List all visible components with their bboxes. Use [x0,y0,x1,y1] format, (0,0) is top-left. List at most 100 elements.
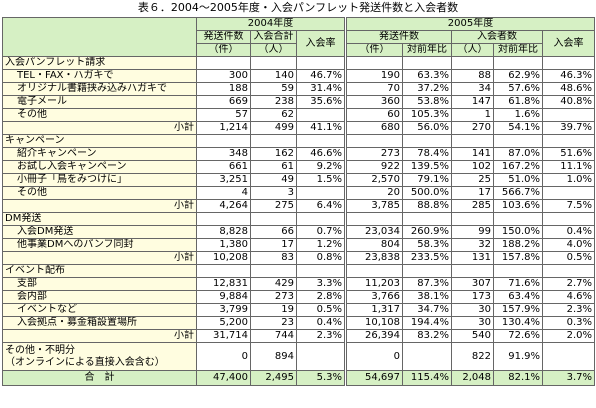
other-rate-2004 [296,342,346,371]
subtotal-label: 小計 [2,329,197,343]
cell-members-2005: 17 [451,186,494,200]
cell-members-yoy-2005: 167.2% [493,160,543,174]
cell-sent-2004: 3,799 [196,303,251,317]
subtotal-sent-2005: 680 [344,121,403,135]
table-title: 表６．2004～2005年度・入会パンフレット発送件数と入会者数 [137,1,459,14]
total-members-2004: 2,495 [250,370,297,386]
cell-members-2005: 1 [451,108,494,122]
total-members-yoy-2005: 82.1% [493,370,543,386]
table-row: 小冊子「鳥をみつけに」 3,251 49 1.5% 2,570 79.1% 25 51.0% 1… [2,173,595,187]
cell-members-yoy-2005: 566.7% [493,186,543,200]
header-2005-sent-yoy: 対前年比 [402,43,452,57]
cell-sent-2005: 2,570 [344,173,403,187]
cell-members-2005: 30 [451,303,494,317]
empty-cell [344,212,403,226]
cell-members-yoy-2005: 130.4% [493,316,543,330]
cell-sent-2005: 1,317 [344,303,403,317]
section-title: 入会パンフレット請求 [2,56,197,70]
cell-sent-yoy-2005: 38.1% [402,290,452,304]
header-2004-members: 入会合計 [250,30,297,44]
section-header-row: DM発送 [2,212,595,226]
cell-sent-2005: 23,034 [344,225,403,239]
cell-rate-2004: 46.7% [296,69,346,83]
cell-members-yoy-2005: 150.0% [493,225,543,239]
header-2005-rate: 入会率 [542,30,595,57]
cell-members-yoy-2005: 61.8% [493,95,543,109]
subtotal-members-2005: 285 [451,199,494,213]
cell-sent-yoy-2005: 105.3% [402,108,452,122]
cell-rate-2005: 48.6% [542,82,595,96]
cell-sent-2004: 8,828 [196,225,251,239]
empty-cell [402,264,452,278]
cell-rate-2005 [542,186,595,200]
table-row: 支部 12,831 429 3.3% 11,203 87.3% 307 71.6% 2.7% [2,277,595,291]
statistics-table: 2004年度 2005年度 発送件数 入会合計 入会率 発送件数 入会者数 入会… [2,17,595,386]
header-2004-sent-unit: （件） [196,43,251,57]
cell-sent-yoy-2005: 500.0% [402,186,452,200]
header-2005-sent-unit: （件） [344,43,403,57]
total-sent-2004: 47,400 [196,370,251,386]
cell-rate-2004: 2.8% [296,290,346,304]
cell-sent-yoy-2005: 58.3% [402,238,452,252]
empty-cell [493,134,543,148]
empty-cell [493,212,543,226]
header-2004-rate: 入会率 [296,30,346,57]
subtotal-sent-yoy-2005: 88.8% [402,199,452,213]
row-label: 入会拠点・募金箱設置場所 [2,316,197,330]
empty-cell [250,264,297,278]
cell-sent-2005: 60 [344,108,403,122]
table-row: TEL・FAX・ハガキで 300 140 46.7% 190 63.3% 88 62.9% 46… [2,69,595,83]
row-label: 会内部 [2,290,197,304]
subtotal-members-2005: 270 [451,121,494,135]
empty-cell [250,134,297,148]
empty-cell [344,134,403,148]
cell-members-yoy-2005: 1.6% [493,108,543,122]
cell-members-2005: 147 [451,95,494,109]
subtotal-rate-2004: 6.4% [296,199,346,213]
subtotal-sent-2004: 1,214 [196,121,251,135]
cell-members-2005: 102 [451,160,494,174]
empty-cell [344,56,403,70]
cell-rate-2005: 1.0% [542,173,595,187]
empty-cell [250,56,297,70]
table-row: オリジナル書籍挟み込みハガキで 188 59 31.4% 70 37.2% 34 57.6% 4… [2,82,595,96]
cell-sent-2005: 804 [344,238,403,252]
subtotal-rate-2005: 2.0% [542,329,595,343]
cell-rate-2004: 0.5% [296,303,346,317]
cell-rate-2004 [296,108,346,122]
empty-cell [296,56,346,70]
subtotal-rate-2004: 2.3% [296,329,346,343]
cell-members-yoy-2005: 51.0% [493,173,543,187]
empty-cell [542,134,595,148]
empty-cell [296,134,346,148]
subtotal-rate-2005: 0.5% [542,251,595,265]
other-members-2005: 822 [451,342,494,371]
other-label-line2: （オンラインによる直接入会含む） [5,356,165,368]
empty-cell [296,212,346,226]
header-2005-members-unit: （人） [451,43,494,57]
cell-members-2004: 19 [250,303,297,317]
section-header-row: キャンペーン [2,134,595,148]
row-label: 支部 [2,277,197,291]
empty-cell [196,264,251,278]
cell-rate-2004: 0.4% [296,316,346,330]
cell-members-2004: 59 [250,82,297,96]
cell-members-2004: 273 [250,290,297,304]
total-label: 合 計 [2,370,197,386]
subtotal-row: 小計 4,264 275 6.4% 3,785 88.8% 285 103.6% 7.5% [2,199,595,213]
table-row: その他 57 62 60 105.3% 1 1.6% [2,108,595,122]
subtotal-sent-2004: 31,714 [196,329,251,343]
empty-cell [402,134,452,148]
cell-members-yoy-2005: 63.4% [493,290,543,304]
cell-members-2004: 17 [250,238,297,252]
cell-members-2005: 173 [451,290,494,304]
subtotal-sent-yoy-2005: 83.2% [402,329,452,343]
empty-cell [493,56,543,70]
cell-members-2004: 140 [250,69,297,83]
section-title: イベント配布 [2,264,197,278]
subtotal-label: 小計 [2,199,197,213]
cell-sent-2005: 922 [344,160,403,174]
empty-cell [451,264,494,278]
empty-cell [542,56,595,70]
cell-rate-2004: 1.2% [296,238,346,252]
